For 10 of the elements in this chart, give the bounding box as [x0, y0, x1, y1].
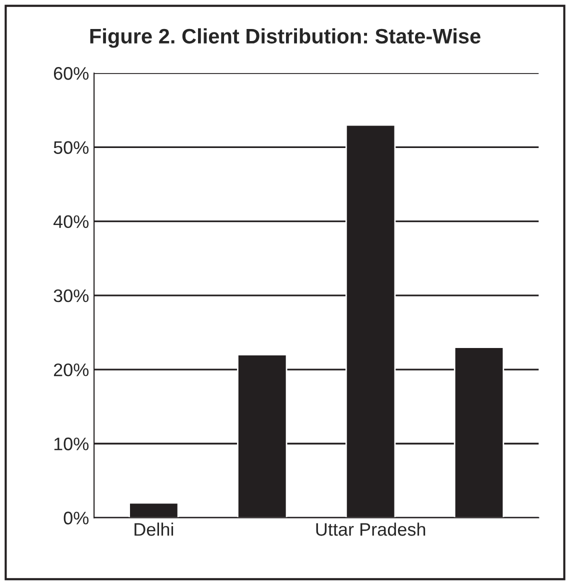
- y-tick-label: 0%: [64, 512, 89, 524]
- y-tick-label: 40%: [53, 215, 89, 228]
- y-tick-label: 50%: [54, 141, 89, 154]
- y-tick-label: 30%: [54, 289, 89, 302]
- y-tick-label: 60%: [54, 67, 89, 80]
- x-tick-label: Delhi: [134, 522, 174, 536]
- y-tick-label: 10%: [54, 438, 89, 450]
- chart-title: Figure 2. Client Distribution: State-Wise: [90, 28, 480, 48]
- y-tick-label: 20%: [54, 363, 89, 376]
- x-tick-label: Uttar Pradesh: [316, 522, 426, 536]
